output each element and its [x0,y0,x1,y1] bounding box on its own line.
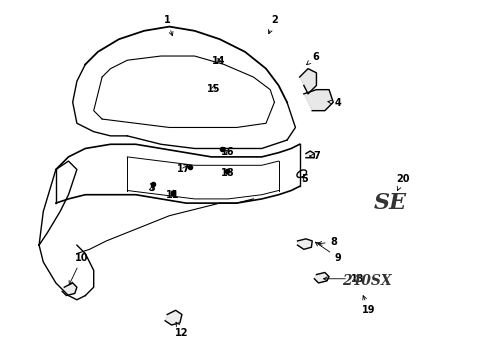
Polygon shape [165,310,182,325]
Text: SE: SE [373,192,407,214]
Text: 15: 15 [207,84,220,94]
Polygon shape [304,90,333,111]
Text: 16: 16 [220,147,234,157]
Text: 13: 13 [323,274,365,284]
Polygon shape [306,151,315,158]
Text: 14: 14 [212,56,226,66]
Text: 10: 10 [69,253,89,285]
Text: 2: 2 [269,15,278,34]
Text: 20: 20 [396,174,409,190]
Text: 19: 19 [362,296,376,315]
Polygon shape [62,283,77,296]
Text: 11: 11 [166,190,179,200]
Text: 6: 6 [307,52,319,65]
Polygon shape [297,239,312,249]
Text: 4: 4 [328,98,342,108]
Text: 5: 5 [301,174,308,184]
Polygon shape [315,273,329,283]
Text: 18: 18 [221,168,235,178]
Text: 8: 8 [318,237,338,247]
Text: 240SX: 240SX [342,274,392,288]
Text: 7: 7 [310,151,320,161]
Text: 17: 17 [177,165,191,175]
Text: 3: 3 [148,183,155,193]
Polygon shape [299,69,317,94]
Text: 1: 1 [164,15,173,36]
Text: 9: 9 [315,242,342,263]
Text: 12: 12 [175,322,189,338]
